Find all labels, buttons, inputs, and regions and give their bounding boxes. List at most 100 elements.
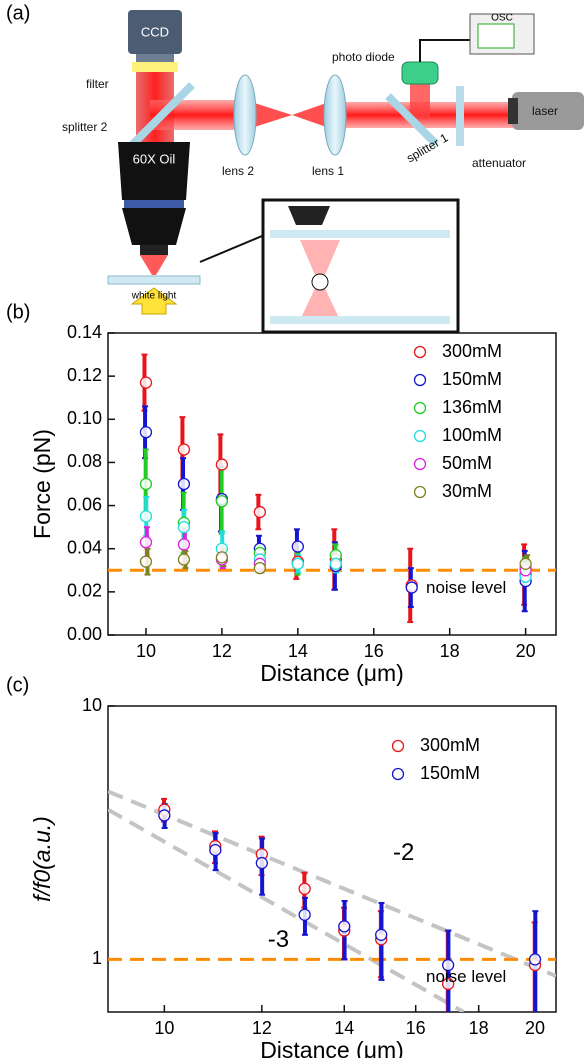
data-point bbox=[139, 555, 153, 568]
osc-screen bbox=[477, 23, 515, 49]
data-point bbox=[209, 843, 222, 857]
objective-lens bbox=[140, 245, 168, 255]
light-arrow bbox=[130, 287, 178, 315]
trend-line bbox=[108, 807, 465, 1012]
legend-label: 150mM bbox=[442, 369, 502, 389]
slide bbox=[107, 275, 201, 285]
x-tick-label: 10 bbox=[154, 1018, 174, 1038]
data-point bbox=[177, 443, 191, 456]
data-point bbox=[329, 557, 342, 570]
legend-label: 150mM bbox=[420, 763, 480, 783]
laser bbox=[512, 92, 584, 130]
filter-label: filter bbox=[86, 77, 109, 91]
legend-label: 30mM bbox=[442, 481, 492, 501]
plot-area bbox=[108, 789, 556, 1012]
data-point bbox=[215, 458, 229, 471]
legend-marker bbox=[413, 401, 427, 415]
y-tick-label: 0.00 bbox=[67, 624, 102, 644]
data-point bbox=[291, 557, 304, 570]
osc-label: OSC bbox=[491, 13, 513, 24]
noise-label: noise level bbox=[426, 578, 506, 597]
lens-2 bbox=[233, 74, 257, 156]
trend-label: -2 bbox=[393, 839, 414, 866]
splitter-2-label: splitter 2 bbox=[62, 120, 108, 134]
x-tick-label: 16 bbox=[406, 1018, 426, 1038]
panel-label: (a) bbox=[6, 2, 30, 24]
data-point bbox=[158, 809, 171, 822]
x-tick-label: 14 bbox=[288, 641, 308, 661]
data-point bbox=[139, 477, 153, 491]
legend-marker bbox=[413, 429, 427, 443]
inset-bottom bbox=[270, 316, 450, 324]
legend-marker bbox=[391, 739, 405, 753]
laser-aperture bbox=[508, 98, 518, 124]
splitter-2 bbox=[122, 82, 195, 155]
y-axis-title: f/f0(a.u.) bbox=[29, 816, 55, 902]
legend-label: 300mM bbox=[420, 735, 480, 755]
lens-2-label: lens 2 bbox=[222, 164, 254, 178]
data-point bbox=[441, 977, 455, 991]
attenuator bbox=[456, 86, 464, 146]
inset bbox=[261, 198, 460, 334]
pointer bbox=[199, 235, 263, 263]
legend-label: 300mM bbox=[442, 341, 502, 361]
inset-objective bbox=[288, 206, 330, 225]
x-tick-label: 12 bbox=[252, 1018, 272, 1038]
ccd-label: CCD bbox=[141, 24, 169, 39]
y-tick-label: 0.12 bbox=[67, 365, 102, 385]
y-tick-label: 0.10 bbox=[67, 408, 102, 428]
panel-label: (b) bbox=[6, 301, 30, 323]
objective-label: 60X Oil bbox=[133, 151, 176, 166]
splitter-1 bbox=[385, 93, 439, 147]
lens-1 bbox=[323, 74, 347, 156]
y-tick-label: 0.02 bbox=[67, 581, 102, 601]
y-tick-label: 1 bbox=[92, 948, 102, 968]
white-light-label: white light bbox=[131, 291, 177, 302]
x-axis-title: Distance (μm) bbox=[260, 1037, 404, 1058]
data-point bbox=[291, 540, 304, 553]
data-point bbox=[139, 376, 153, 389]
diode-beam bbox=[410, 78, 430, 118]
data-point bbox=[139, 510, 153, 523]
x-tick-label: 18 bbox=[440, 641, 460, 661]
legend-marker bbox=[391, 767, 405, 781]
data-point bbox=[253, 561, 267, 575]
data-point bbox=[139, 536, 153, 549]
x-tick-label: 20 bbox=[516, 641, 536, 661]
beam-focus bbox=[245, 100, 292, 130]
x-tick-label: 12 bbox=[212, 641, 232, 661]
y-tick-label: 0.08 bbox=[67, 451, 102, 471]
legend-label: 50mM bbox=[442, 453, 492, 473]
legend-marker bbox=[413, 373, 427, 387]
legend-marker bbox=[413, 345, 427, 359]
plot-area bbox=[108, 353, 556, 624]
y-tick-label: 0.14 bbox=[67, 322, 102, 342]
data-point bbox=[139, 426, 153, 439]
data-point bbox=[255, 856, 268, 870]
panel-label: (c) bbox=[6, 674, 29, 696]
data-point bbox=[441, 958, 455, 972]
data-point bbox=[298, 882, 311, 895]
data-point bbox=[298, 908, 311, 921]
ccd-mount bbox=[136, 54, 174, 62]
x-tick-label: 16 bbox=[364, 641, 384, 661]
noise-label: noise level bbox=[426, 967, 506, 986]
x-tick-label: 18 bbox=[469, 1018, 489, 1038]
objective-tip bbox=[122, 208, 186, 245]
data-point bbox=[375, 928, 388, 941]
data-point bbox=[215, 495, 229, 508]
photo-diode-label: photo diode bbox=[332, 50, 395, 64]
setup-diagram: (a) CCD OSC 60X Oil white light bbox=[6, 2, 584, 334]
data-point bbox=[177, 520, 191, 534]
laser-label: laser bbox=[532, 104, 558, 118]
objective-ring bbox=[124, 200, 184, 208]
data-point bbox=[519, 557, 532, 570]
y-tick-label: 10 bbox=[82, 695, 102, 715]
objective bbox=[118, 142, 190, 200]
inset-glass bbox=[270, 230, 450, 238]
bead bbox=[311, 273, 329, 291]
ccd-camera bbox=[128, 10, 182, 54]
filter bbox=[132, 62, 178, 72]
sample-beam bbox=[140, 255, 168, 275]
